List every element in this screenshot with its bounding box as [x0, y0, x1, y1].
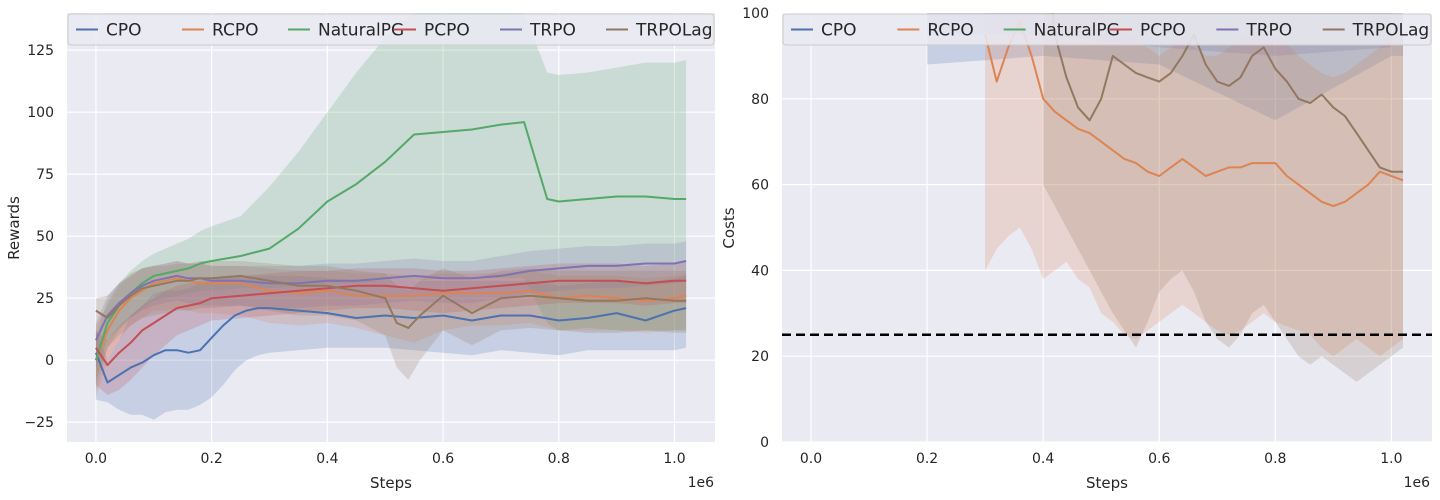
rewards-y-axis-label: Rewards [5, 196, 23, 260]
costs-series-lines [984, 13, 1404, 207]
rewards-legend-label-rcpo: RCPO [212, 21, 258, 41]
rewards-legend-label-naturalpg: NaturalPG [318, 21, 404, 41]
costs-legend-label-cpo: CPO [821, 21, 857, 41]
costs-legend-label-rcpo: RCPO [927, 21, 973, 41]
costs-x-offset-label: 1e6 [1404, 475, 1431, 491]
rewards-x-tick-label: 0.0 [85, 451, 107, 467]
costs-x-tick-label: 0.0 [800, 451, 822, 467]
rewards-x-tick-label: 0.6 [432, 451, 454, 467]
costs-x-tick-label: 0.4 [1032, 451, 1054, 467]
rewards-y-tick-label: 25 [36, 291, 54, 307]
costs-legend: CPO RCPO NaturalPG PCPO TRPO TRPOLag [782, 13, 1432, 46]
rewards-legend-label-cpo: CPO [106, 21, 142, 41]
rewards-x-ticks: 0.0 0.2 0.4 0.6 0.8 1.0 [85, 451, 686, 467]
costs-y-ticks: 0 20 40 60 80 100 [742, 6, 769, 451]
rewards-y-tick-label: 0 [45, 353, 54, 369]
costs-x-ticks: 0.0 0.2 0.4 0.6 0.8 1.0 [800, 451, 1403, 467]
rewards-subplot: 0.0 0.2 0.4 0.6 0.8 1.0 −25 0 25 50 75 100 125 Step… [5, 13, 715, 492]
rewards-legend-label-pcpo: PCPO [424, 21, 470, 41]
costs-y-tick-label: 20 [751, 349, 769, 365]
costs-y-tick-label: 60 [751, 178, 769, 194]
costs-legend-label-naturalpg: NaturalPG [1034, 21, 1120, 41]
rewards-line-trpo [94, 260, 687, 341]
costs-y-tick-label: 100 [742, 6, 769, 22]
costs-band-trpolag [1043, 13, 1403, 382]
rewards-legend-label-trpo: TRPO [529, 21, 576, 41]
rewards-y-tick-label: 100 [27, 105, 54, 121]
costs-y-tick-label: 40 [751, 263, 769, 279]
rewards-y-tick-label: 125 [27, 43, 54, 59]
rewards-y-tick-label: 50 [36, 229, 54, 245]
costs-grid [782, 12, 1432, 443]
rewards-line-pcpo [95, 279, 687, 367]
costs-x-tick-label: 0.6 [1148, 451, 1170, 467]
costs-legend-box [782, 13, 1432, 46]
rewards-legend: CPO RCPO NaturalPG PCPO TRPO TRPOLag [67, 13, 715, 46]
costs-legend-label-trpo: TRPO [1245, 21, 1292, 41]
costs-x-tick-label: 0.8 [1264, 451, 1286, 467]
rewards-band-trpo [95, 241, 687, 368]
rewards-legend-label-trpolag: TRPOLag [635, 21, 713, 41]
rewards-legend-box [67, 13, 715, 46]
costs-y-axis-label: Costs [720, 207, 738, 248]
costs-legend-label-trpolag: TRPOLag [1352, 21, 1430, 41]
rewards-y-tick-label: −25 [24, 415, 54, 431]
costs-line-trpolag [1051, 13, 1403, 173]
rewards-x-offset-label: 1e6 [688, 475, 715, 491]
costs-y-tick-label: 80 [751, 92, 769, 108]
rewards-x-axis-label: Steps [370, 474, 412, 492]
costs-legend-label-pcpo: PCPO [1140, 21, 1186, 41]
rewards-y-tick-label: 75 [36, 167, 54, 183]
rewards-x-tick-label: 0.8 [548, 451, 570, 467]
rewards-x-tick-label: 0.2 [201, 451, 223, 467]
rewards-plot-area [67, 13, 715, 442]
costs-x-tick-label: 0.2 [916, 451, 938, 467]
rewards-series-lines [94, 121, 687, 384]
costs-plot-area [782, 13, 1432, 442]
costs-subplot: 0.0 0.2 0.4 0.6 0.8 1.0 0 20 40 60 80 100 Steps Co… [720, 6, 1432, 492]
rewards-line-cpo [94, 307, 687, 384]
costs-x-tick-label: 1.0 [1380, 451, 1402, 467]
rewards-x-tick-label: 1.0 [663, 451, 685, 467]
costs-x-axis-label: Steps [1086, 474, 1128, 492]
rewards-line-trpolag [95, 274, 687, 329]
rewards-x-tick-label: 0.4 [316, 451, 338, 467]
costs-y-tick-label: 0 [760, 435, 769, 451]
rewards-band-trpolag [95, 261, 687, 380]
rewards-grid [67, 13, 715, 442]
costs-line-rcpo [984, 20, 1404, 207]
rewards-line-naturalpg [94, 121, 687, 361]
rewards-y-ticks: −25 0 25 50 75 100 125 [24, 43, 54, 431]
